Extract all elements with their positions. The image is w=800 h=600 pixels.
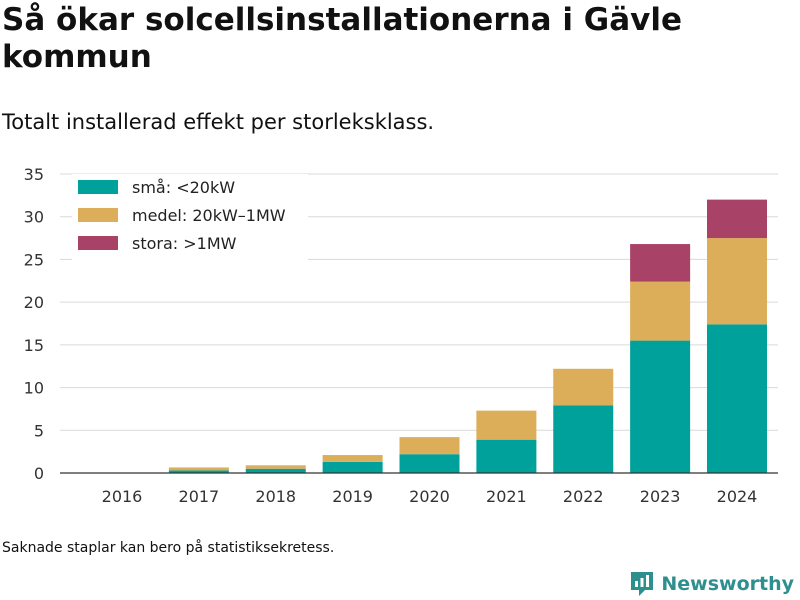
y-tick-label: 20 [24, 293, 44, 312]
legend-label: medel: 20kW–1MW [132, 206, 286, 225]
x-tick-label: 2021 [486, 487, 527, 506]
chart-subtitle: Totalt installerad effekt per storlekskl… [2, 110, 435, 134]
legend-swatch [78, 208, 118, 222]
bars [92, 199, 767, 473]
bar-segment [399, 454, 460, 473]
bar-segment [630, 340, 691, 473]
x-tick-label: 2018 [255, 487, 296, 506]
y-tick-label: 25 [24, 250, 44, 269]
bar-segment [245, 465, 306, 469]
footnote: Saknade staplar kan bero på statistiksek… [2, 540, 335, 556]
bar-segment [476, 439, 537, 473]
legend-label: små: <20kW [132, 178, 235, 197]
y-tick-label: 15 [24, 336, 44, 355]
y-tick-label: 10 [24, 379, 44, 398]
bar-segment [322, 461, 383, 473]
bar-segment [630, 244, 691, 282]
bar-segment [553, 368, 614, 406]
bar-segment [168, 470, 229, 473]
bar-segment [245, 468, 306, 473]
x-tick-label: 2024 [717, 487, 758, 506]
y-tick-label: 30 [24, 208, 44, 227]
bar-segment [630, 281, 691, 341]
x-tick-label: 2023 [640, 487, 681, 506]
bar-segment [707, 199, 767, 239]
bar-segment [476, 410, 537, 440]
y-tick-label: 0 [34, 464, 44, 483]
chart-title: Så ökar solcellsinstallationerna i Gävle… [2, 2, 683, 75]
x-tick-label: 2019 [332, 487, 373, 506]
legend: små: <20kW medel: 20kW–1MW stora: >1MW [72, 174, 308, 260]
y-tick-label: 5 [34, 421, 44, 440]
bar-segment [707, 324, 767, 473]
bar-segment [707, 238, 767, 325]
x-tick-label: 2017 [179, 487, 220, 506]
legend-label: stora: >1MW [132, 234, 237, 253]
bar-segment [322, 455, 383, 462]
newsworthy-logo-icon [631, 572, 654, 596]
y-tick-label: 35 [24, 165, 44, 184]
bar-segment [168, 467, 229, 471]
bar-segment [553, 405, 614, 473]
bar-segment [399, 437, 460, 455]
x-tick-label: 2020 [409, 487, 450, 506]
axes: 0 5 10 15 20 25 30 35 2016 2017 2018 2019 2020 2021 20… [24, 165, 778, 506]
legend-swatch [78, 236, 118, 250]
x-tick-label: 2016 [102, 487, 143, 506]
brand-name: Newsworthy [661, 573, 794, 595]
x-tick-label: 2022 [563, 487, 604, 506]
legend-swatch [78, 180, 118, 194]
newsworthy-brand[interactable]: Newsworthy [629, 570, 794, 598]
